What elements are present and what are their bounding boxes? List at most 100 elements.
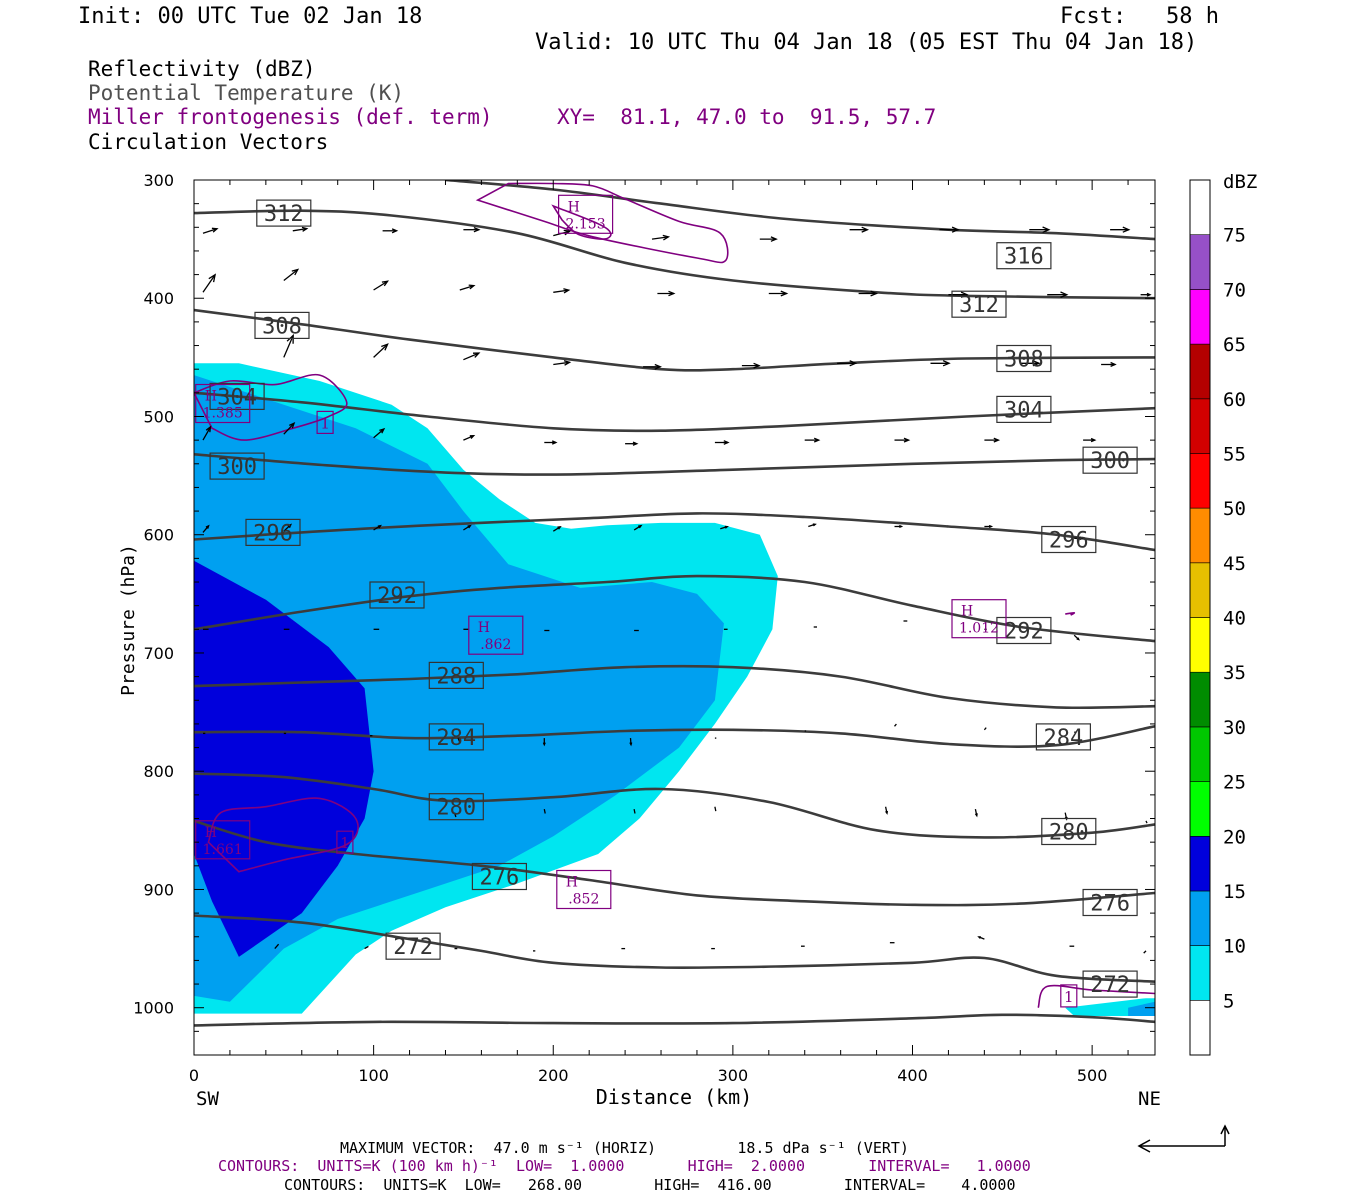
- init-time: Init: 00 UTC Tue 02 Jan 18: [78, 4, 423, 29]
- colorbar-level-label: 75: [1223, 225, 1246, 247]
- colorbar-swatch: [1189, 398, 1211, 454]
- circulation-vector: [984, 524, 994, 529]
- theta-contour-312: [194, 209, 1155, 300]
- colorbar-level-label: 15: [1223, 881, 1246, 903]
- circulation-vector: [274, 943, 280, 950]
- circulation-vector: [939, 226, 960, 233]
- svg-text:296: 296: [253, 521, 293, 546]
- circulation-vector: [1145, 820, 1148, 824]
- svg-text:272: 272: [1090, 973, 1130, 998]
- colorbar-swatch: [1189, 890, 1211, 946]
- circulation-vector: [292, 226, 309, 232]
- circulation-vector: [463, 435, 476, 441]
- theta-label: 280: [1041, 817, 1097, 846]
- svg-text:1.385: 1.385: [203, 406, 243, 422]
- svg-text:316: 316: [1004, 245, 1044, 270]
- theta-contour-280: [194, 772, 1155, 839]
- colorbar-swatch: [1189, 671, 1211, 728]
- theta-label: 276: [471, 862, 527, 891]
- frontogenesis-contour: [1065, 611, 1076, 616]
- x-tick-label: 400: [897, 1066, 928, 1085]
- frontogenesis-label: H.852: [556, 869, 612, 910]
- colorbar-swatch: [1189, 835, 1211, 892]
- theta-label: 304: [209, 382, 265, 410]
- svg-text:.862: .862: [480, 637, 511, 653]
- theta-label: 312: [256, 199, 312, 227]
- theta-label: 280: [428, 793, 484, 821]
- x-tick-label: 0: [189, 1066, 199, 1085]
- circulation-vector: [283, 421, 296, 435]
- circulation-vector: [1083, 437, 1097, 443]
- frontogenesis-label: 1: [336, 830, 354, 854]
- forecast-hour: Fcst: 58 h: [1060, 4, 1219, 29]
- circulation-vector: [1140, 292, 1152, 297]
- frontogenesis-label: H1.385: [195, 383, 251, 424]
- y-tick-label: 600: [143, 526, 174, 545]
- circulation-vector: [633, 524, 643, 531]
- circulation-vector: [977, 936, 985, 940]
- colorbar-level-label: 35: [1223, 662, 1246, 684]
- circulation-vector: [651, 234, 671, 241]
- legend-frontogenesis: Miller frontogenesis (def. term): [88, 105, 493, 129]
- svg-text:.852: .852: [568, 892, 599, 908]
- circulation-vector: [373, 343, 389, 358]
- circulation-vector: [625, 441, 639, 446]
- svg-text:300: 300: [217, 455, 257, 480]
- frontogenesis-label: H1.661: [195, 820, 251, 860]
- theta-label: 304: [996, 395, 1052, 423]
- colorbar-swatch: [1189, 781, 1211, 837]
- theta-label: 300: [1082, 446, 1138, 474]
- svg-text:H: H: [205, 825, 217, 841]
- circulation-vector: [629, 738, 633, 747]
- circulation-vector: [1101, 361, 1117, 367]
- theta-contour-272: [194, 914, 1155, 983]
- svg-text:304: 304: [1004, 398, 1044, 423]
- svg-text:1: 1: [340, 834, 350, 852]
- legend-reflectivity: Reflectivity (dBZ): [88, 57, 316, 81]
- theta-label: 292: [369, 581, 425, 609]
- colorbar-level-label: 25: [1223, 772, 1246, 794]
- circulation-vector: [283, 523, 292, 532]
- svg-text:1.012: 1.012: [959, 621, 999, 637]
- svg-text:284: 284: [1044, 726, 1084, 751]
- reference-vector-icon: [1137, 1124, 1230, 1153]
- circulation-vector: [837, 360, 858, 367]
- circulation-vector: [643, 363, 662, 370]
- circulation-vector: [858, 290, 879, 297]
- circulation-vector: [808, 523, 817, 528]
- svg-text:1: 1: [1064, 988, 1074, 1006]
- svg-text:300: 300: [1090, 449, 1130, 474]
- legend-theta: Potential Temperature (K): [88, 81, 405, 105]
- colorbar-swatch: [1189, 234, 1211, 290]
- circulation-vector: [553, 360, 572, 366]
- frontogenesis-label: H2.153: [557, 194, 614, 234]
- circulation-vector: [984, 437, 1001, 443]
- circulation-vector: [759, 236, 778, 242]
- y-tick-label: 300: [143, 171, 174, 190]
- svg-text:280: 280: [1049, 821, 1089, 846]
- circulation-vector: [1074, 536, 1085, 541]
- svg-text:2.153: 2.153: [566, 216, 606, 232]
- colorbar-title: dBZ: [1223, 171, 1257, 193]
- circulation-vector: [894, 437, 911, 443]
- theta-label: 284: [428, 723, 484, 751]
- circulation-vector: [459, 284, 476, 291]
- x-left-end-label: SW: [196, 1088, 219, 1110]
- circulation-vector: [544, 440, 558, 445]
- valid-time: Valid: 10 UTC Thu 04 Jan 18 (05 EST Thu …: [535, 30, 1198, 55]
- circulation-vector: [453, 812, 457, 818]
- circulation-vector: [633, 808, 636, 814]
- frontogenesis-label: H1.012: [951, 599, 1007, 639]
- circulation-vector: [657, 290, 676, 297]
- circulation-vector: [894, 524, 904, 529]
- circulation-vector: [930, 360, 951, 367]
- circulation-vector: [983, 727, 987, 731]
- theta-label: 296: [1041, 525, 1097, 554]
- circulation-vector: [804, 437, 821, 443]
- circulation-vector: [1073, 634, 1081, 641]
- x-tick-label: 100: [358, 1066, 389, 1085]
- circulation-vector: [457, 737, 461, 743]
- colorbar-swatch: [1189, 726, 1211, 782]
- theta-label: 308: [254, 311, 310, 339]
